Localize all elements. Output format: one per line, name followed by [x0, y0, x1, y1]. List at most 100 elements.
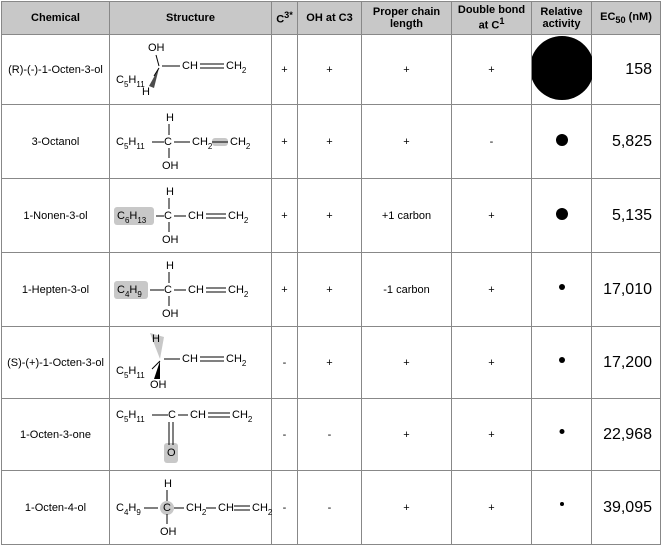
structure: H C4H9 C CH2 CH CH2 OH [116, 478, 273, 538]
structure-text: C4H9 [117, 284, 142, 299]
double-cell: + [451, 178, 532, 253]
structure-text: OH [162, 160, 179, 172]
bond [155, 54, 160, 67]
name-cell: 1-Octen-3-one [1, 398, 110, 471]
structure-text: CH [190, 409, 206, 421]
shape [114, 207, 154, 225]
structure-cell: C5H11 C CH CH2 O [109, 398, 272, 471]
oh: + [326, 283, 333, 296]
activity-dot [559, 284, 565, 290]
ec50: 5,825 [611, 132, 652, 150]
c3: - [282, 428, 287, 441]
header-cell: C3* [271, 1, 298, 35]
chain: +1 carbon [381, 209, 432, 222]
ec50-cell: 17,010 [591, 252, 661, 327]
structure-cell: H C5H11 C CH2 CH2 OH [109, 104, 272, 179]
shape [530, 36, 594, 100]
structure-text: CH2 [230, 136, 251, 151]
activity-cell [531, 252, 592, 327]
shape [556, 134, 568, 146]
structure-text: OH [162, 308, 179, 320]
structure-text: CH2 [226, 60, 247, 75]
structure-text: C [168, 409, 176, 421]
double: + [488, 209, 495, 222]
structure-text: H [142, 86, 150, 98]
name: 1-Octen-4-ol [24, 501, 87, 514]
structure-text: CH2 [192, 136, 213, 151]
c3: + [281, 283, 288, 296]
oh: + [326, 63, 333, 76]
header-text: Relative activity [540, 6, 583, 30]
shape [559, 284, 565, 290]
chain: -1 carbon [383, 283, 430, 296]
double-cell: + [451, 326, 532, 399]
shape [559, 357, 565, 363]
row: 1-Nonen-3-ol H C6H13 C CH CH2 OH + + +1 carbon +5,… [1, 178, 661, 253]
structure-text: C [164, 136, 172, 148]
chain-cell: -1 carbon [361, 252, 452, 327]
activity-cell [531, 104, 592, 179]
structure-text: OH [148, 42, 165, 54]
structure-text: C [164, 284, 172, 296]
structure-cell: H C4H9 C CH2 CH CH2 OH [109, 470, 273, 545]
structure-text: O [167, 447, 176, 459]
header-text: 3* [284, 10, 293, 21]
activity-dot [556, 134, 568, 146]
activity-cell [530, 34, 594, 105]
structure-text: CH2 [232, 409, 253, 424]
oh-cell: - [297, 398, 362, 471]
chain-cell: + [361, 34, 452, 105]
activity-cell [531, 326, 592, 399]
row: 3-Octanol H C5H11 C CH2 CH2 OH + + + - 5,825 [1, 104, 661, 179]
structure-text: CH2 [228, 210, 249, 225]
structure-text: OH [150, 379, 167, 391]
chain-cell: +1 carbon [361, 178, 452, 253]
structure-text: H [166, 186, 174, 198]
name: (R)-(-)-1-Octen-3-ol [8, 63, 103, 76]
ec50-cell: 5,135 [591, 178, 661, 253]
activity-dot [556, 208, 568, 220]
c3-cell: + [271, 34, 298, 105]
structure-text: CH2 [186, 502, 207, 517]
structure-text: H [166, 112, 174, 124]
shape [154, 361, 160, 379]
structure: H C6H13 C CH CH2 OH [114, 186, 249, 246]
c3-cell: + [271, 178, 298, 253]
shape [560, 502, 564, 506]
oh-cell: + [297, 34, 362, 105]
structure-text: CH2 [226, 353, 247, 368]
header-text: Structure [166, 12, 215, 24]
header-text: 50 [615, 15, 626, 26]
chain: + [403, 356, 410, 369]
oh-cell: + [297, 178, 362, 253]
double: + [488, 63, 495, 76]
oh: - [327, 501, 332, 514]
structure-cell: OH C5H11 H CH CH2 [109, 34, 272, 105]
shape [114, 281, 148, 299]
header-text: 1 [499, 16, 505, 27]
structure-cell: H C6H13 C CH CH2 OH [109, 178, 272, 253]
ec50: 5,135 [611, 206, 652, 224]
table-body: (R)-(-)-1-Octen-3-ol OH C5H11 H CH CH2 + + + +158… [1, 34, 661, 545]
ec50-cell: 22,968 [591, 398, 661, 471]
c3-cell: + [271, 252, 298, 327]
name: (S)-(+)-1-Octen-3-ol [7, 356, 104, 369]
structure-text: H [152, 333, 160, 345]
c3-cell: + [271, 104, 298, 179]
shape [559, 429, 565, 434]
activity-cell [531, 398, 592, 471]
header-cell: Structure [109, 1, 272, 35]
double-cell: + [451, 34, 532, 105]
c3: + [281, 209, 288, 222]
c3-cell: - [271, 398, 298, 471]
bond [151, 360, 161, 370]
header-text: EC [600, 10, 616, 23]
header-text: Chemical [31, 12, 80, 24]
activity-dot [560, 502, 564, 506]
structure-text: CH [182, 353, 198, 365]
double: + [488, 356, 495, 369]
structure-text: OH [162, 234, 179, 246]
structure-text: C [164, 210, 172, 222]
